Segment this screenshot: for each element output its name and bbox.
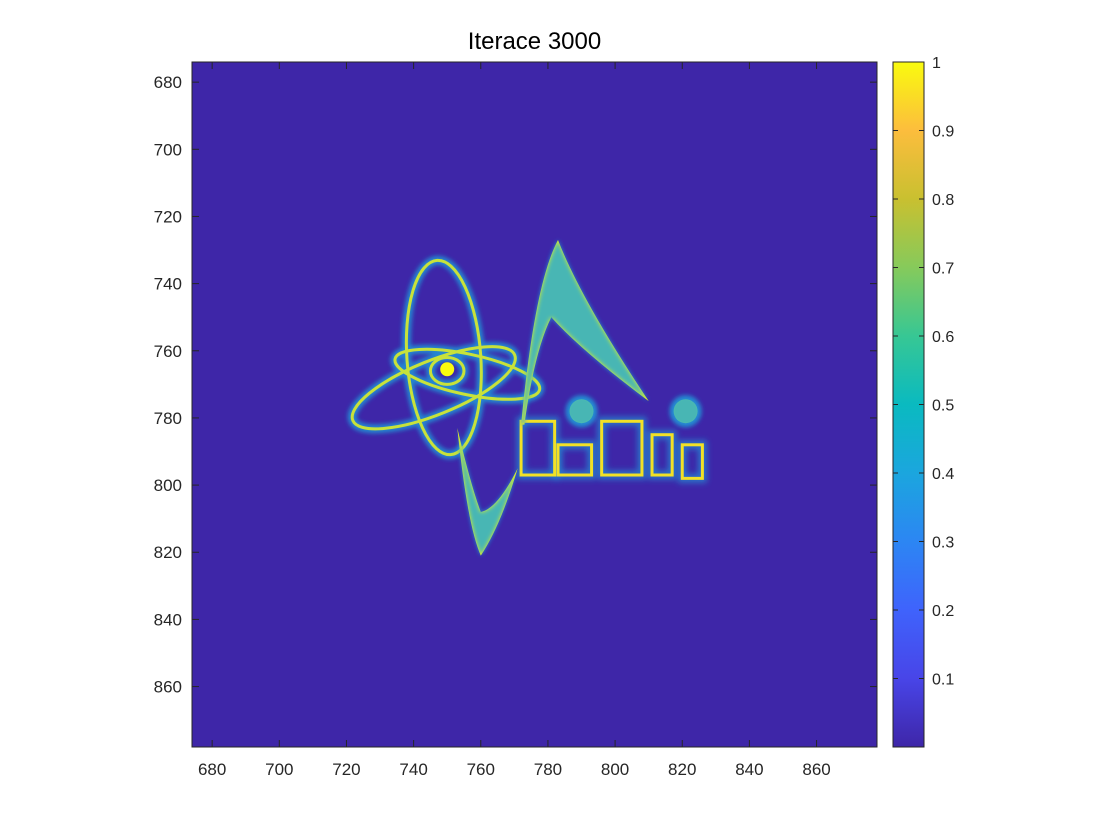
colorbar-tick-label: 0.5: [932, 398, 954, 415]
orbit-vertical: [404, 258, 483, 457]
swoosh-upper-halo: [521, 240, 649, 425]
colorbar-tick-label: 0.7: [932, 261, 954, 278]
x-tick-label: 840: [735, 760, 763, 779]
colorbar-tick-label: 0.6: [932, 329, 954, 346]
orbit-tilted-left: [350, 345, 517, 431]
orbit-tilted-right: [393, 347, 542, 401]
colorbar-tick-label: 0.3: [932, 535, 954, 552]
colorbar-tick-label: 0.2: [932, 603, 954, 620]
colorbar-tick-label: 0.8: [932, 192, 954, 209]
y-tick-label: 840: [154, 610, 182, 629]
x-tick-label: 760: [467, 760, 495, 779]
y-tick-label: 740: [154, 275, 182, 294]
y-tick-label: 860: [154, 678, 182, 697]
x-tick-label: 860: [802, 760, 830, 779]
letter-3: [600, 419, 644, 477]
letter-2: [556, 443, 594, 477]
colorbar: [892, 61, 925, 748]
colorbar-tick-label: 1: [932, 55, 941, 72]
y-tick-label: 780: [154, 409, 182, 428]
x-tick-label: 820: [668, 760, 696, 779]
colorbar-ticks: 0.1 0.2 0.3 0.4 0.5 0.6 0.7 0.8 0.9 1: [893, 55, 954, 689]
colorbar-tick-label: 0.1: [932, 672, 954, 689]
y-tick-label: 760: [154, 342, 182, 361]
y-tick-label: 820: [154, 543, 182, 562]
x-tick-label: 700: [265, 760, 293, 779]
y-tick-label: 800: [154, 476, 182, 495]
x-tick-label: 780: [534, 760, 562, 779]
y-tick-label: 720: [154, 207, 182, 226]
colorbar-tick-label: 0.4: [932, 466, 954, 483]
x-tick-label: 740: [399, 760, 427, 779]
colorbar-tick-label: 0.9: [932, 124, 954, 141]
nucleus: [440, 362, 455, 377]
swoosh-lower-halo: [457, 428, 518, 556]
chart-title: Iterace 3000: [467, 28, 602, 55]
x-tick-label: 680: [198, 760, 226, 779]
y-tick-label: 700: [154, 140, 182, 159]
dot-halo: [669, 395, 702, 428]
x-tick-label: 800: [601, 760, 629, 779]
axis-ticks: 680 700 720 740 760 780 800 820 840 860 680 700 720 7…: [154, 62, 877, 779]
heatmap-field: [347, 240, 707, 556]
letter-4: [650, 433, 674, 477]
dot-halo: [565, 395, 598, 428]
letter-5: [680, 443, 704, 480]
x-tick-label: 720: [332, 760, 360, 779]
y-tick-label: 680: [154, 73, 182, 92]
plot-frame: [191, 61, 878, 748]
plot-background: [192, 62, 877, 747]
orbit-center-ring: [428, 355, 466, 386]
letter-1: [519, 419, 557, 477]
